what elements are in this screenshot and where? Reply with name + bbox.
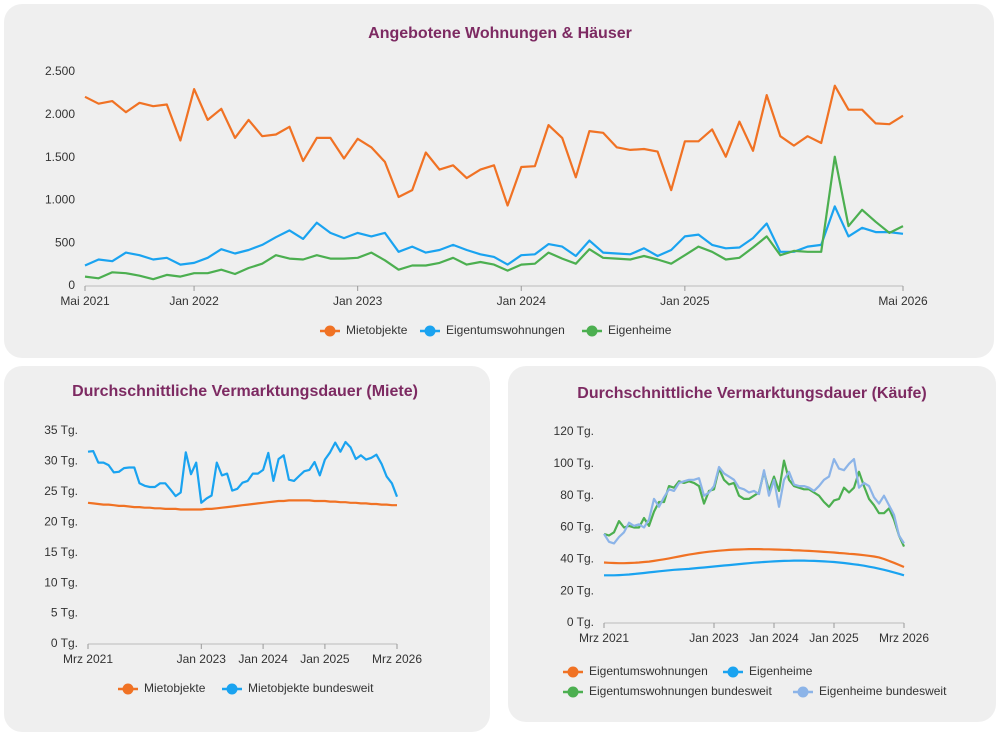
legend-label: Eigenheime bundesweit [819, 684, 947, 698]
y-tick-label: 100 Tg. [554, 456, 594, 470]
x-tick-label: Jan 2025 [809, 631, 859, 645]
y-tick-label: 10 Tg. [44, 575, 78, 589]
x-tick-label: Jan 2025 [660, 294, 710, 308]
y-tick-label: 35 Tg. [44, 423, 78, 437]
legend-marker [324, 325, 336, 337]
legend-marker [797, 686, 809, 698]
y-tick-label: 40 Tg. [560, 552, 594, 566]
y-tick-label: 0 [68, 278, 75, 292]
y-tick-label: 25 Tg. [44, 484, 78, 498]
x-tick-label: Mai 2021 [60, 294, 110, 308]
line [603, 548, 905, 569]
legend-marker [586, 325, 598, 337]
y-tick-label: 500 [55, 235, 75, 249]
y-tick-label: 60 Tg. [560, 520, 594, 534]
chart-title: Durchschnittliche Vermarktungsdauer (Käu… [577, 385, 926, 402]
x-tick-label: Mrz 2021 [63, 652, 113, 666]
line [84, 205, 904, 267]
panel [4, 366, 490, 732]
x-tick-label: Mrz 2026 [879, 631, 929, 645]
legend-marker [727, 666, 739, 678]
legend-marker [567, 686, 579, 698]
x-tick-label: Jan 2024 [497, 294, 547, 308]
x-tick-label: Jan 2023 [689, 631, 739, 645]
line [84, 155, 904, 281]
line [603, 459, 906, 548]
y-tick-label: 0 Tg. [567, 615, 594, 629]
x-tick-label: Jan 2023 [333, 294, 383, 308]
y-tick-label: 1.500 [45, 150, 75, 164]
line [87, 440, 399, 504]
legend-label: Mietobjekte [144, 681, 206, 695]
y-tick-label: 0 Tg. [51, 636, 78, 650]
legend-label: Eigentumswohnungen [589, 664, 708, 678]
chart-title: Angebotene Wohnungen & Häuser [368, 25, 632, 42]
y-tick-label: 1.000 [45, 193, 75, 207]
x-tick-label: Mrz 2021 [579, 631, 629, 645]
legend-marker [122, 683, 134, 695]
x-tick-label: Mai 2026 [878, 294, 928, 308]
legend-marker [567, 666, 579, 678]
y-tick-label: 120 Tg. [554, 424, 594, 438]
panel [508, 366, 996, 722]
y-tick-label: 5 Tg. [51, 606, 78, 620]
legend-marker [226, 683, 238, 695]
line [603, 458, 905, 545]
x-tick-label: Jan 2025 [300, 652, 350, 666]
y-tick-label: 80 Tg. [560, 488, 594, 502]
legend-label: Eigenheime [608, 323, 672, 337]
legend-label: Eigentumswohnungen [446, 323, 565, 337]
x-tick-label: Jan 2022 [169, 294, 219, 308]
y-tick-label: 2.000 [45, 107, 75, 121]
legend-label: Mietobjekte [346, 323, 408, 337]
legend-label: Eigentumswohnungen bundesweit [589, 684, 772, 698]
y-tick-label: 15 Tg. [44, 545, 78, 559]
x-tick-label: Jan 2024 [238, 652, 288, 666]
legend-label: Mietobjekte bundesweit [248, 681, 374, 695]
line [604, 559, 905, 577]
y-tick-label: 30 Tg. [44, 454, 78, 468]
x-tick-label: Jan 2023 [177, 652, 227, 666]
y-tick-label: 20 Tg. [560, 583, 594, 597]
line [87, 499, 397, 511]
y-tick-label: 20 Tg. [44, 514, 78, 528]
line [84, 84, 904, 207]
legend-marker [424, 325, 436, 337]
chart-title: Durchschnittliche Vermarktungsdauer (Mie… [72, 383, 418, 400]
y-tick-label: 2.500 [45, 64, 75, 78]
x-tick-label: Jan 2024 [749, 631, 799, 645]
x-tick-label: Mrz 2026 [372, 652, 422, 666]
legend-label: Eigenheime [749, 664, 813, 678]
